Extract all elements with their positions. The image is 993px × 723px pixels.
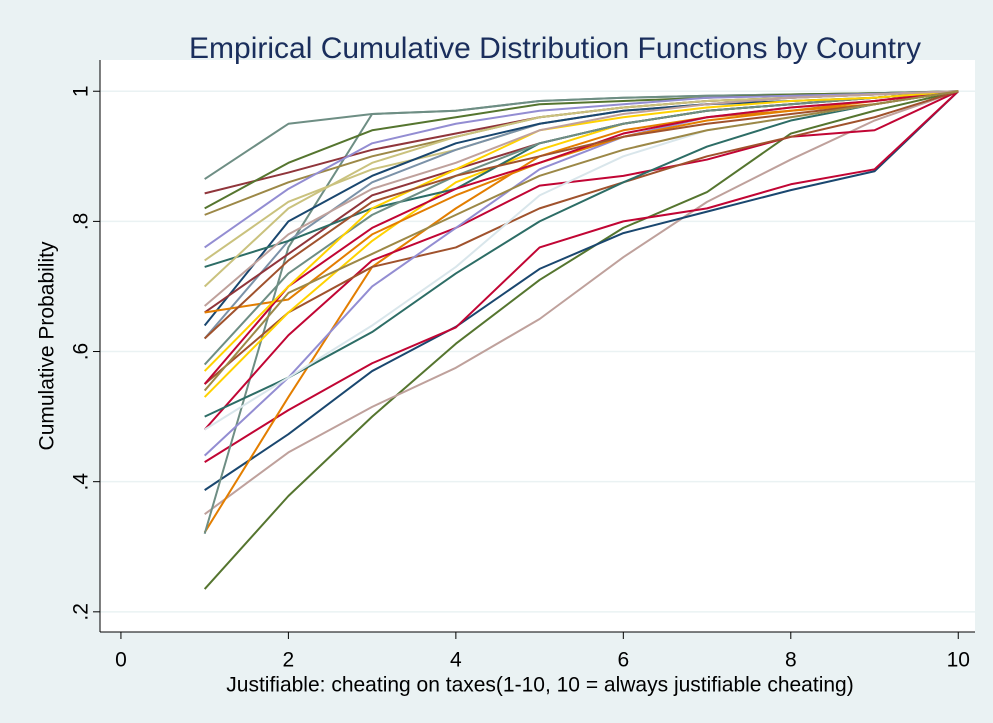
y-axis-label: Cumulative Probability — [36, 241, 59, 450]
x-tick-label: 2 — [283, 649, 295, 672]
series-line — [204, 90, 959, 385]
y-tick-label: .6 — [70, 343, 93, 361]
x-tick-label: 6 — [617, 649, 629, 672]
series-line — [203, 90, 959, 385]
series-line — [203, 90, 959, 366]
y-tick-label: 1 — [70, 85, 93, 97]
series-line — [204, 90, 959, 464]
series-line — [203, 90, 959, 340]
series-line — [203, 90, 959, 590]
series-line — [204, 90, 959, 491]
series-line — [203, 90, 959, 431]
x-tick-label: 0 — [115, 649, 127, 672]
x-tick-label: 10 — [947, 649, 970, 672]
series-line — [204, 90, 959, 418]
plot-area — [100, 60, 975, 632]
x-axis-label: Justifiable: cheating on taxes(1-10, 10 … — [226, 674, 853, 697]
y-tick-label: .8 — [70, 213, 93, 231]
series-line — [204, 90, 959, 307]
series-line — [204, 90, 959, 249]
x-tick-label: 4 — [450, 649, 462, 672]
series-line — [204, 90, 959, 314]
series-line — [204, 90, 959, 516]
series-line — [203, 90, 959, 392]
x-tick-label: 8 — [785, 649, 797, 672]
series-line — [203, 90, 959, 372]
chart-title: Empirical Cumulative Distribution Functi… — [189, 32, 921, 65]
y-tick-label: .2 — [70, 603, 93, 621]
y-tick-label: .4 — [70, 473, 93, 491]
